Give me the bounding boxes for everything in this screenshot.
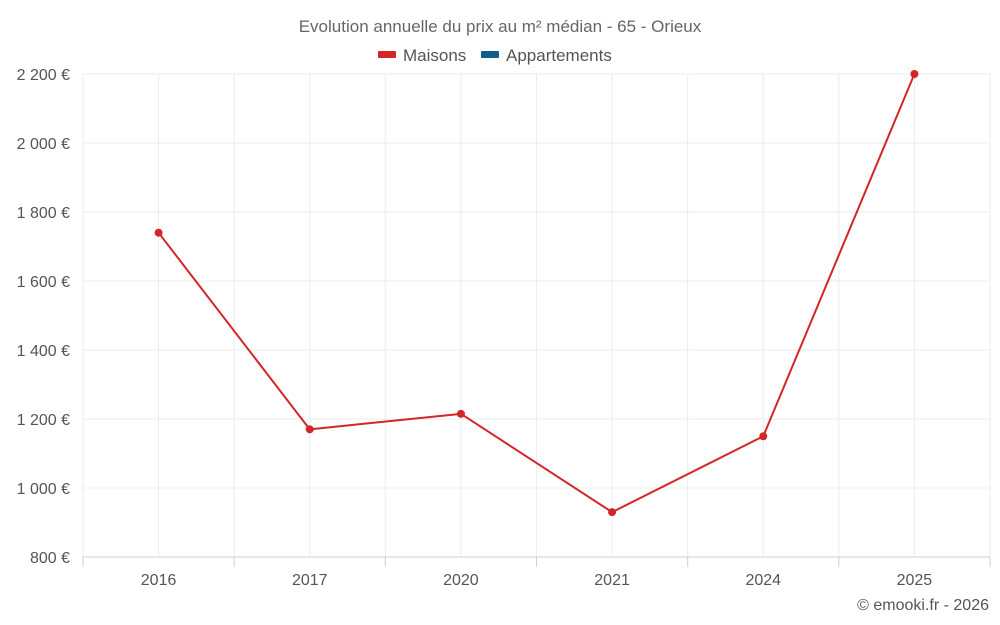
data-point-maisons[interactable] [456, 409, 465, 418]
y-tick-label: 1 400 € [17, 343, 70, 360]
legend-label-appartements: Appartements [506, 46, 612, 65]
y-tick-label: 2 000 € [17, 136, 70, 153]
data-point-maisons[interactable] [910, 70, 919, 78]
x-tick-label: 2024 [745, 572, 781, 589]
x-axis-tick-labels: 2016 2017 2020 2021 2024 2025 [82, 557, 991, 589]
data-point-maisons[interactable] [154, 228, 163, 237]
x-tick-label: 2021 [594, 572, 630, 589]
legend-label-maisons: Maisons [403, 46, 466, 65]
x-tick-label: 2020 [443, 572, 479, 589]
legend: Maisons Appartements [378, 46, 612, 65]
y-tick-label: 1 000 € [17, 481, 70, 498]
credit-text: © emooki.fr - 2026 [857, 597, 989, 614]
x-tick-label: 2016 [141, 572, 177, 589]
y-tick-label: 1 600 € [17, 274, 70, 291]
legend-swatch-appartements [481, 51, 499, 58]
x-tick-label: 2025 [897, 572, 933, 589]
data-point-maisons[interactable] [608, 508, 617, 517]
chart-title: Evolution annuelle du prix au m² médian … [299, 17, 702, 36]
data-point-maisons[interactable] [759, 432, 768, 441]
series-line-maisons [157, 73, 916, 514]
x-tick-label: 2017 [292, 572, 328, 589]
x-gridlines [82, 74, 991, 557]
y-axis-tick-labels: 800 € 1 000 € 1 200 € 1 400 € 1 600 € 1 800 €… [17, 67, 70, 567]
y-tick-label: 2 200 € [17, 67, 70, 84]
series-layer [154, 70, 919, 517]
data-point-maisons[interactable] [305, 425, 314, 434]
y-tick-label: 1 200 € [17, 412, 70, 429]
legend-item-appartements[interactable]: Appartements [481, 46, 612, 65]
y-tick-label: 800 € [30, 550, 70, 567]
y-tick-label: 1 800 € [17, 205, 70, 222]
legend-item-maisons[interactable]: Maisons [378, 46, 466, 65]
legend-swatch-maisons [378, 51, 396, 58]
